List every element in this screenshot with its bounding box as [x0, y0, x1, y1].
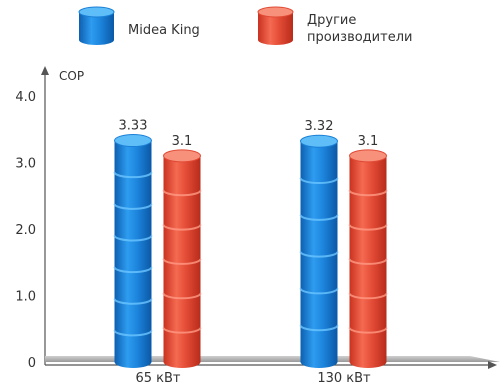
bar-segment-ring	[162, 292, 202, 300]
floor-top	[45, 356, 500, 362]
bar	[162, 149, 202, 368]
bar-body	[114, 140, 152, 368]
x-tick-labels: 65 кВт 130 кВт	[135, 371, 371, 385]
axes: COP	[41, 66, 84, 365]
bar-value-label: 3.32	[305, 119, 334, 134]
legend-label: Midea King	[128, 23, 200, 38]
bar-top-cap	[163, 149, 201, 163]
legend-label-line: Midea King	[128, 23, 200, 38]
y-tick-label: 2.0	[15, 223, 36, 238]
legend-label: Другие производители	[307, 13, 412, 45]
bar	[299, 134, 339, 368]
bar-value-label: 3.1	[358, 134, 379, 149]
bar	[113, 134, 153, 368]
legend-item: Midea King	[78, 6, 200, 45]
bar-body	[163, 155, 201, 368]
y-axis-title: COP	[59, 69, 84, 83]
bar-segment-ring	[162, 327, 202, 334]
y-tick-label: 4.0	[15, 90, 36, 105]
bar-segment-ring	[299, 177, 339, 184]
bar-segment-ring	[162, 224, 202, 231]
y-tick-labels: 0 1.0 2.0 3.0 4.0	[15, 90, 36, 371]
bar-segment-ring	[113, 298, 153, 305]
bar-top-cap	[300, 134, 338, 148]
bar-segment-ring	[299, 214, 339, 221]
x-tick-label: 130 кВт	[317, 371, 371, 385]
legend-label-line: Другие	[307, 13, 356, 28]
bar-top-cap	[114, 134, 152, 148]
bar-segment-ring	[348, 327, 388, 334]
legend-swatch	[79, 12, 114, 45]
legend-swatch	[258, 12, 293, 45]
bar-segment-ring	[299, 251, 339, 258]
x-axis-arrow	[488, 361, 497, 369]
y-tick-label: 0	[28, 356, 36, 371]
bar-segment-ring	[348, 189, 388, 197]
bar	[348, 149, 388, 368]
bar-value-label: 3.1	[172, 134, 193, 149]
bar-body	[300, 141, 338, 368]
bar-segment-ring	[113, 171, 153, 179]
bar-segment-ring	[299, 288, 339, 295]
legend-item: Другие производители	[257, 6, 412, 45]
y-axis-arrow	[41, 66, 49, 75]
legend-swatch-cap	[257, 6, 294, 18]
legend-swatch-cap	[78, 6, 115, 18]
bar-top-cap	[349, 149, 387, 163]
bar-segment-ring	[299, 324, 339, 332]
bar-segment-ring	[113, 330, 153, 337]
bars-layer	[113, 134, 388, 368]
bar-segment-ring	[348, 292, 388, 300]
bar-segment-ring	[113, 235, 153, 242]
bar-segment-ring	[162, 189, 202, 197]
bar-segment-ring	[348, 258, 388, 265]
chart-floor	[45, 356, 500, 369]
bar-segment-ring	[348, 224, 388, 231]
bar-segment-ring	[162, 258, 202, 265]
bar-segment-ring	[113, 266, 153, 274]
bar-segment-ring	[113, 203, 153, 210]
bar-body	[349, 155, 387, 368]
legend-label-line: производители	[307, 30, 412, 45]
x-tick-label: 65 кВт	[135, 371, 180, 385]
legend: Midea King Другие производители	[78, 6, 412, 45]
bar-value-labels: 3.33 3.32 3.1 3.1	[119, 119, 379, 149]
y-tick-label: 1.0	[15, 290, 36, 305]
y-tick-label: 3.0	[15, 157, 36, 172]
bar-value-label: 3.33	[119, 119, 148, 134]
